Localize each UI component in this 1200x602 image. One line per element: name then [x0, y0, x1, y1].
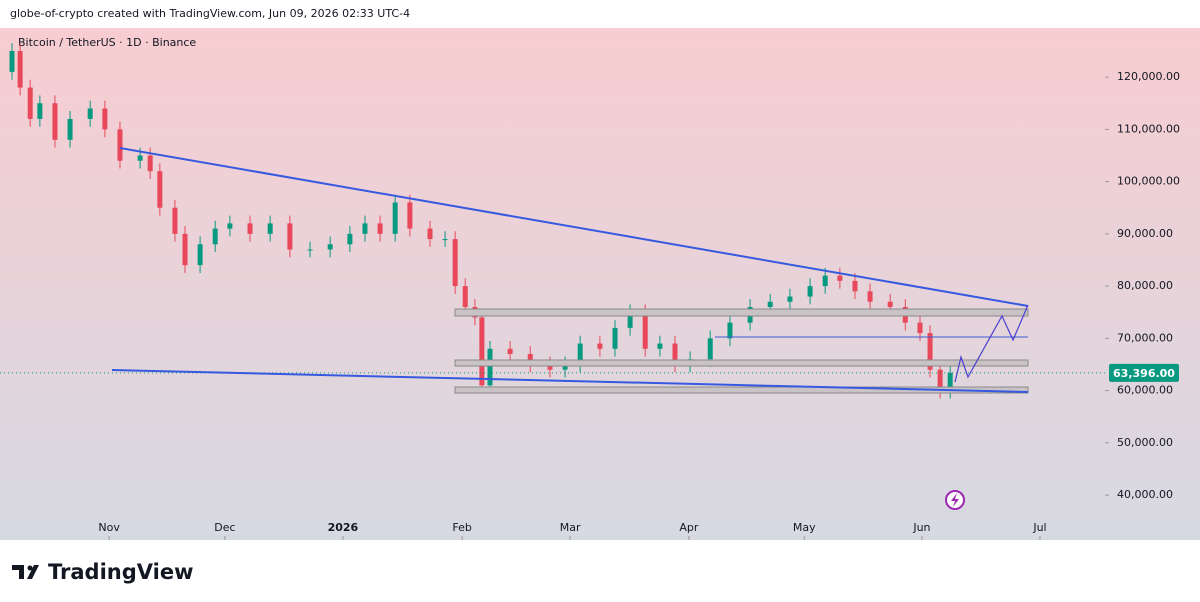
candle-body [642, 312, 648, 349]
candle-body [612, 327, 618, 349]
candle-body [182, 233, 188, 266]
y-tick-label: 50,000.00 [1117, 436, 1173, 449]
candle-body [287, 223, 293, 250]
candle-body [157, 171, 163, 208]
x-tick-label: Jul [1032, 521, 1046, 534]
x-tick-label: Feb [452, 521, 471, 534]
trendline [119, 147, 1029, 307]
candle-body [347, 233, 353, 245]
zone [454, 359, 1029, 367]
candle-body [787, 296, 793, 302]
symbol-title: Bitcoin / TetherUS · 1D · Binance [18, 36, 196, 49]
candle-body [102, 108, 108, 130]
candle-body [867, 291, 873, 302]
x-tick-label: Dec [214, 521, 235, 534]
candle-body [707, 338, 713, 360]
candle-body [9, 50, 15, 72]
candle-body [247, 223, 253, 234]
candle-body [307, 249, 313, 251]
y-tick-label: 60,000.00 [1117, 384, 1173, 397]
candle-body [807, 286, 813, 297]
candle-body [937, 369, 943, 391]
candle-body [479, 317, 485, 386]
candle-body [362, 223, 368, 234]
candle-body [727, 322, 733, 339]
y-tick-label: 90,000.00 [1117, 227, 1173, 240]
candle-body [507, 348, 513, 355]
projection [954, 304, 1029, 383]
candle-body [527, 354, 533, 365]
candle-body [392, 202, 398, 234]
candle-body [267, 223, 273, 234]
icon [951, 493, 959, 507]
x-tick-label: 2026 [328, 521, 359, 534]
y-tick-label: 110,000.00 [1117, 122, 1180, 135]
candle-body [147, 155, 153, 172]
candle-body [887, 301, 893, 307]
candle-body [547, 364, 553, 370]
candle-body [227, 223, 233, 229]
candle-body [837, 275, 843, 281]
brand: TradingView [48, 560, 193, 584]
candle-body [577, 343, 583, 365]
candle-body [562, 364, 568, 370]
x-tick-label: Nov [98, 521, 120, 534]
candle-body [37, 103, 43, 119]
y-tick-label: 80,000.00 [1117, 279, 1173, 292]
x-tick-label: Apr [679, 521, 699, 534]
candle-body [407, 202, 413, 229]
candle-body [597, 343, 603, 349]
candle-body [17, 50, 23, 88]
candle-body [627, 312, 633, 328]
candle-body [212, 228, 218, 245]
candle-body [27, 87, 33, 119]
candle-body [462, 286, 468, 307]
y-tick-label: 40,000.00 [1117, 488, 1173, 501]
candle-body [67, 118, 73, 140]
candle-body [657, 343, 663, 349]
plot-background [0, 28, 1200, 540]
y-tick-label: 70,000.00 [1117, 331, 1173, 344]
candle-body [427, 228, 433, 240]
x-tick-label: Jun [912, 521, 930, 534]
candle-body [947, 372, 953, 391]
trendline [111, 369, 1029, 393]
zone [454, 308, 1029, 317]
candle-body [672, 343, 678, 365]
brand-logo [12, 565, 39, 579]
drawings [111, 147, 1029, 510]
candle-body [137, 155, 143, 161]
y-tick-label: 120,000.00 [1117, 70, 1180, 83]
candle-body [87, 108, 93, 119]
candle-body [377, 223, 383, 234]
candle-body [117, 129, 123, 161]
candle-body [452, 239, 458, 287]
x-tick-label: Mar [560, 521, 581, 534]
candle-body [822, 275, 828, 287]
candle-body [327, 244, 333, 250]
header: globe-of-crypto created with TradingView… [10, 7, 410, 20]
last-price-label: 63,396.00 [1113, 367, 1175, 380]
x-tick-label: May [793, 521, 816, 534]
candle-body [767, 301, 773, 307]
candle-body [52, 103, 58, 140]
candle-body [917, 322, 923, 334]
candle-body [442, 239, 448, 241]
candle-body [852, 280, 858, 292]
candle-body [927, 333, 933, 370]
last-price-tag [1109, 363, 1179, 382]
candle-body [487, 348, 493, 386]
y-tick-label: 100,000.00 [1117, 175, 1180, 188]
candle-body [172, 207, 178, 234]
zone [454, 386, 1029, 394]
candle-body [197, 244, 203, 266]
